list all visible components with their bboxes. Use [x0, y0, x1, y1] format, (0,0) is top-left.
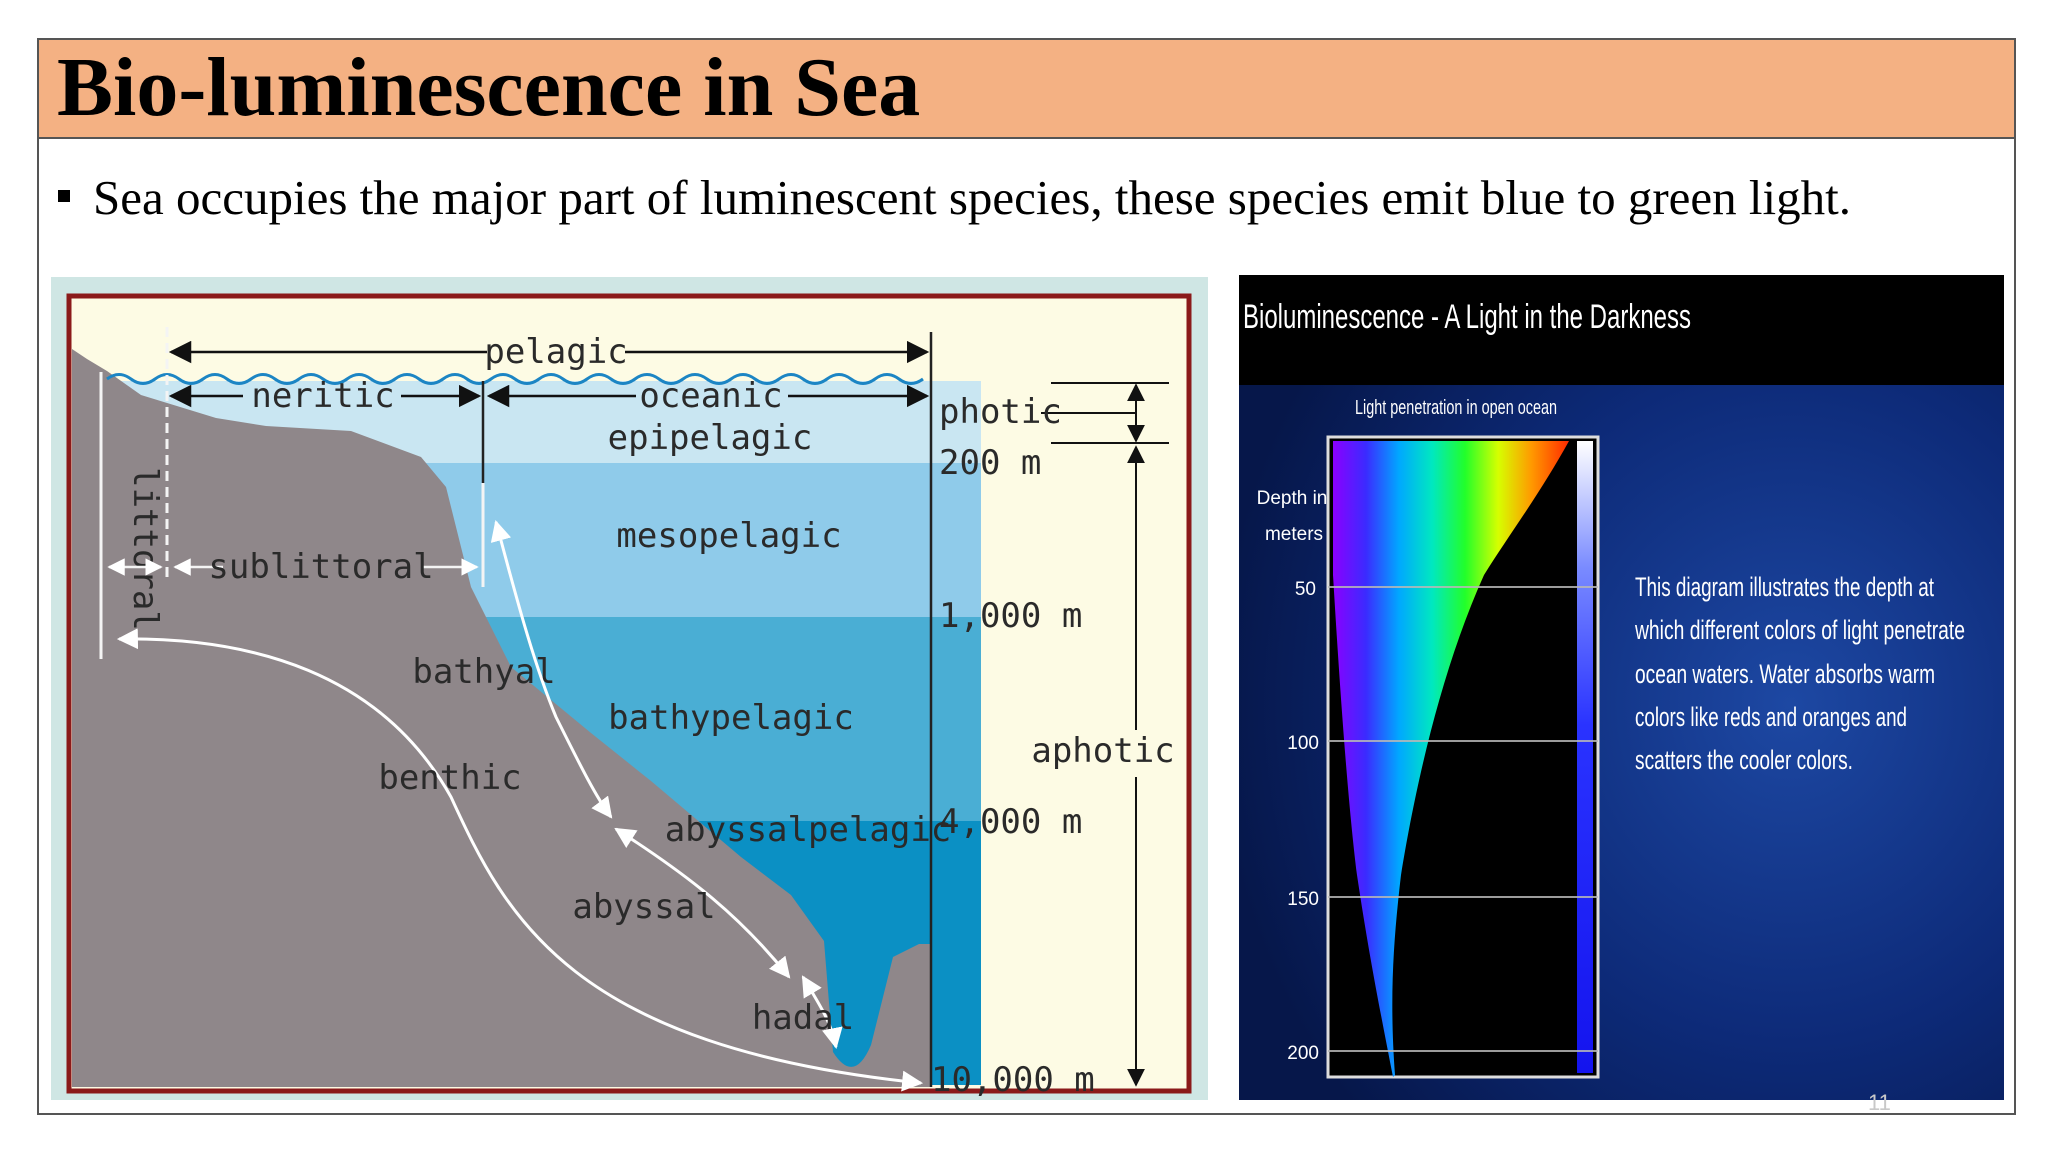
- depth-200m: 200 m: [939, 443, 1041, 483]
- title-bar: Bio-luminescence in Sea: [37, 38, 2016, 139]
- description-line-4: colors like reds and oranges and: [1635, 702, 1907, 732]
- epipelagic-label: epipelagic: [608, 418, 813, 458]
- depth-tick-200: 200: [1287, 1043, 1319, 1064]
- neritic-label: neritic: [251, 376, 394, 416]
- depth-tick-50: 50: [1295, 579, 1316, 600]
- surface-light-bar: [1577, 441, 1593, 1073]
- abyssal-label: abyssal: [572, 887, 715, 927]
- depth-10000m: 10,000 m: [931, 1060, 1095, 1100]
- depth-axis-label-line2: meters: [1265, 524, 1323, 545]
- description-line-3: ocean waters. Water absorbs warm: [1635, 659, 1935, 689]
- description-line-5: scatters the cooler colors.: [1635, 745, 1853, 775]
- spectrum-wedge: [1333, 441, 1569, 1077]
- bathypelagic-label: bathypelagic: [608, 698, 854, 738]
- littoral-label: littoral: [125, 467, 165, 631]
- slide-title: Bio-luminescence in Sea: [57, 41, 921, 134]
- depth-axis-label-line1: Depth in: [1257, 488, 1328, 509]
- chart-title: Light penetration in open ocean: [1355, 397, 1557, 419]
- bullet-text: Sea occupies the major part of luminesce…: [93, 170, 1851, 225]
- panel-title: Bioluminescence - A Light in the Darknes…: [1243, 298, 1691, 336]
- bathyal-arrow: [490, 519, 613, 819]
- benthic-label: benthic: [378, 758, 521, 798]
- page-number: 11: [1868, 1090, 1891, 1115]
- abyssalpelagic-label: abyssalpelagic: [665, 810, 952, 850]
- description-line-2: which different colors of light penetrat…: [1634, 615, 1965, 645]
- depth-1000m: 1,000 m: [939, 596, 1082, 636]
- bullet-marker: [58, 190, 70, 202]
- abyssal-arrow: [614, 827, 791, 979]
- photic-label: photic: [939, 392, 1062, 432]
- bathyal-label: bathyal: [412, 652, 555, 692]
- ocean-zones-diagram: pelagic neritic oceanic littoral sublitt…: [51, 277, 1208, 1100]
- aphotic-label: aphotic: [1031, 731, 1174, 771]
- pelagic-label: pelagic: [484, 332, 627, 372]
- description-line-1: This diagram illustrates the depth at: [1635, 572, 1934, 602]
- hadal-arrow: [801, 975, 843, 1050]
- oceanic-label: oceanic: [639, 376, 782, 416]
- hadal-label: hadal: [752, 998, 854, 1038]
- depth-tick-150: 150: [1287, 889, 1319, 910]
- mesopelagic-label: mesopelagic: [616, 516, 841, 556]
- depth-tick-100: 100: [1287, 733, 1319, 754]
- sublittoral-label: sublittoral: [208, 547, 433, 587]
- panel-title-bar: [1239, 275, 2004, 385]
- benthic-arrow: [116, 628, 924, 1092]
- depth-4000m: 4,000 m: [939, 802, 1082, 842]
- sea-surface: [106, 373, 924, 385]
- light-penetration-panel: Bioluminescence - A Light in the Darknes…: [1239, 275, 2004, 1100]
